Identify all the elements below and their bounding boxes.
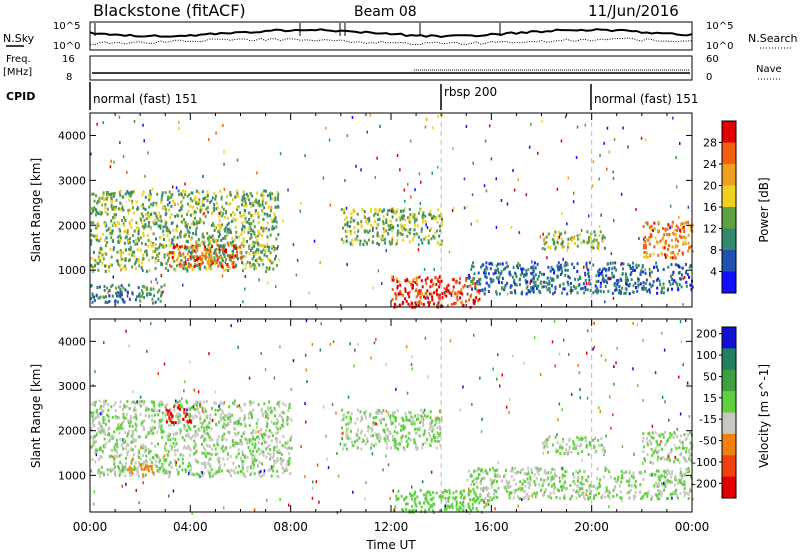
x-tick-label: 08:00	[273, 520, 308, 534]
date-title: 11/Jun/2016	[588, 2, 679, 20]
colorbar-segment	[722, 369, 736, 392]
y-tick-label: 4000	[58, 129, 86, 142]
echo-region-5	[466, 466, 694, 501]
y-tick-label: 1000	[58, 264, 86, 277]
echo-region-4	[393, 488, 494, 514]
echo-region-6	[466, 261, 694, 296]
freq-label-line1: Freq.	[6, 54, 31, 65]
echo-region-2	[127, 463, 155, 478]
freq-tick-8: 8	[66, 72, 72, 83]
colorbar-segment	[722, 164, 736, 186]
echo-region-1	[90, 399, 293, 479]
noise-tick-top-right: 10^5	[706, 21, 733, 32]
nave-tick-0: 0	[706, 72, 712, 83]
echo-region-5	[391, 274, 481, 309]
colorbar-segment	[722, 433, 736, 456]
colorbar-tick-label: 24	[703, 158, 717, 171]
colorbar-tick-label: 20	[703, 180, 717, 193]
colorbar-tick-label: -100	[692, 456, 717, 469]
colorbar-segment	[722, 185, 736, 208]
colorbar-tick-label: 50	[703, 370, 717, 383]
colorbar-segment	[722, 327, 736, 349]
x-tick-label: 12:00	[374, 520, 409, 534]
x-tick-label: 00:00	[73, 520, 108, 534]
station-title: Blackstone (fitACF)	[93, 1, 246, 20]
colorbar-segment	[722, 348, 736, 371]
colorbar-segment	[722, 250, 736, 272]
noise-tick-top-left: 10^5	[53, 21, 80, 32]
y-tick-label: 3000	[58, 380, 86, 393]
y-tick-label: 4000	[58, 335, 86, 348]
echo-region-8	[165, 404, 193, 425]
colorbar-tick-label: 4	[710, 266, 717, 279]
echo-region-4	[340, 207, 444, 247]
scatter-echoes	[90, 113, 690, 310]
colorbar-segment	[722, 476, 736, 499]
colorbar-segment	[722, 207, 736, 229]
y-tick-label: 2000	[58, 219, 86, 232]
colorbar-segment	[722, 121, 736, 143]
cpid-label: CPID	[6, 90, 35, 103]
colorbar-segment	[722, 228, 736, 251]
velocity-panel: 1000 2000 3000 4000 Slant Range [km] 200 100…	[29, 318, 771, 515]
colorbar-tick-label: -50	[699, 435, 717, 448]
power-colorbar-label: Power [dB]	[757, 177, 771, 242]
x-tick-label: 16:00	[474, 520, 509, 534]
noise-panel: N.Sky N.Search 10^5 10^0 10^5 10^0	[3, 21, 798, 52]
freq-panel: Freq. [MHz] 16 8 60 0 Nave	[3, 54, 782, 83]
noise-search-label: N.Search	[748, 32, 798, 45]
colorbar-tick-label: -15	[699, 413, 717, 426]
freq-tick-16: 16	[62, 54, 75, 65]
x-tick-label: 20:00	[574, 520, 609, 534]
colorbar-tick-label: 200	[696, 328, 717, 341]
echo-region-6	[541, 435, 606, 456]
echo-region-3	[90, 283, 166, 305]
x-tick-label: 00:00	[675, 520, 710, 534]
colorbar-segment	[722, 455, 736, 478]
cpid-segment-3: normal (fast) 151	[594, 92, 698, 106]
power-panel: 1000 2000 3000 4000 Slant Range [km] 4 8 12 16…	[29, 112, 771, 310]
colorbar-tick-label: 100	[696, 349, 717, 362]
cpid-panel: CPID normal (fast) 151 rbsp 200 normal (…	[6, 82, 698, 110]
echo-region-7	[641, 431, 694, 465]
x-axis-label: Time UT	[365, 538, 416, 552]
noise-sky-label: N.Sky	[3, 32, 35, 45]
beam-title: Beam 08	[354, 4, 417, 20]
y-tick-label: 1000	[58, 469, 86, 482]
freq-label-line2: [MHz]	[3, 67, 32, 78]
colorbar-segment	[722, 391, 736, 413]
x-tick-label: 04:00	[173, 520, 208, 534]
noise-tick-bottom-left: 10^0	[53, 41, 80, 52]
colorbar-tick-label: 16	[703, 201, 717, 214]
colorbar-tick-label: -200	[692, 477, 717, 490]
echo-region-2	[167, 243, 243, 269]
power-ylabel: Slant Range [km]	[29, 158, 43, 262]
noise-tick-bottom-right: 10^0	[706, 41, 733, 52]
colorbar-tick-label: 8	[710, 244, 717, 257]
nave-label: Nave	[756, 64, 782, 75]
cpid-segment-1: normal (fast) 151	[93, 92, 197, 106]
cpid-segment-2: rbsp 200	[444, 85, 497, 99]
velocity-colorbar-label: Velocity [m s^-1]	[757, 364, 771, 468]
y-tick-label: 3000	[58, 174, 86, 187]
colorbar-tick-label: 15	[703, 392, 717, 405]
nave-tick-60: 60	[706, 54, 719, 65]
y-tick-label: 2000	[58, 425, 86, 438]
colorbar-tick-label: 28	[703, 137, 717, 150]
colorbar-segment	[722, 412, 736, 435]
velocity-ylabel: Slant Range [km]	[29, 364, 43, 468]
echo-region-1	[90, 189, 280, 274]
echo-region-8	[642, 220, 694, 260]
colorbar-tick-label: 12	[703, 223, 717, 236]
echo-region-7	[541, 230, 606, 251]
colorbar-segment	[722, 271, 736, 294]
colorbar-segment	[722, 142, 736, 165]
echo-region-3	[340, 408, 443, 452]
scatter-echoes	[92, 319, 693, 515]
